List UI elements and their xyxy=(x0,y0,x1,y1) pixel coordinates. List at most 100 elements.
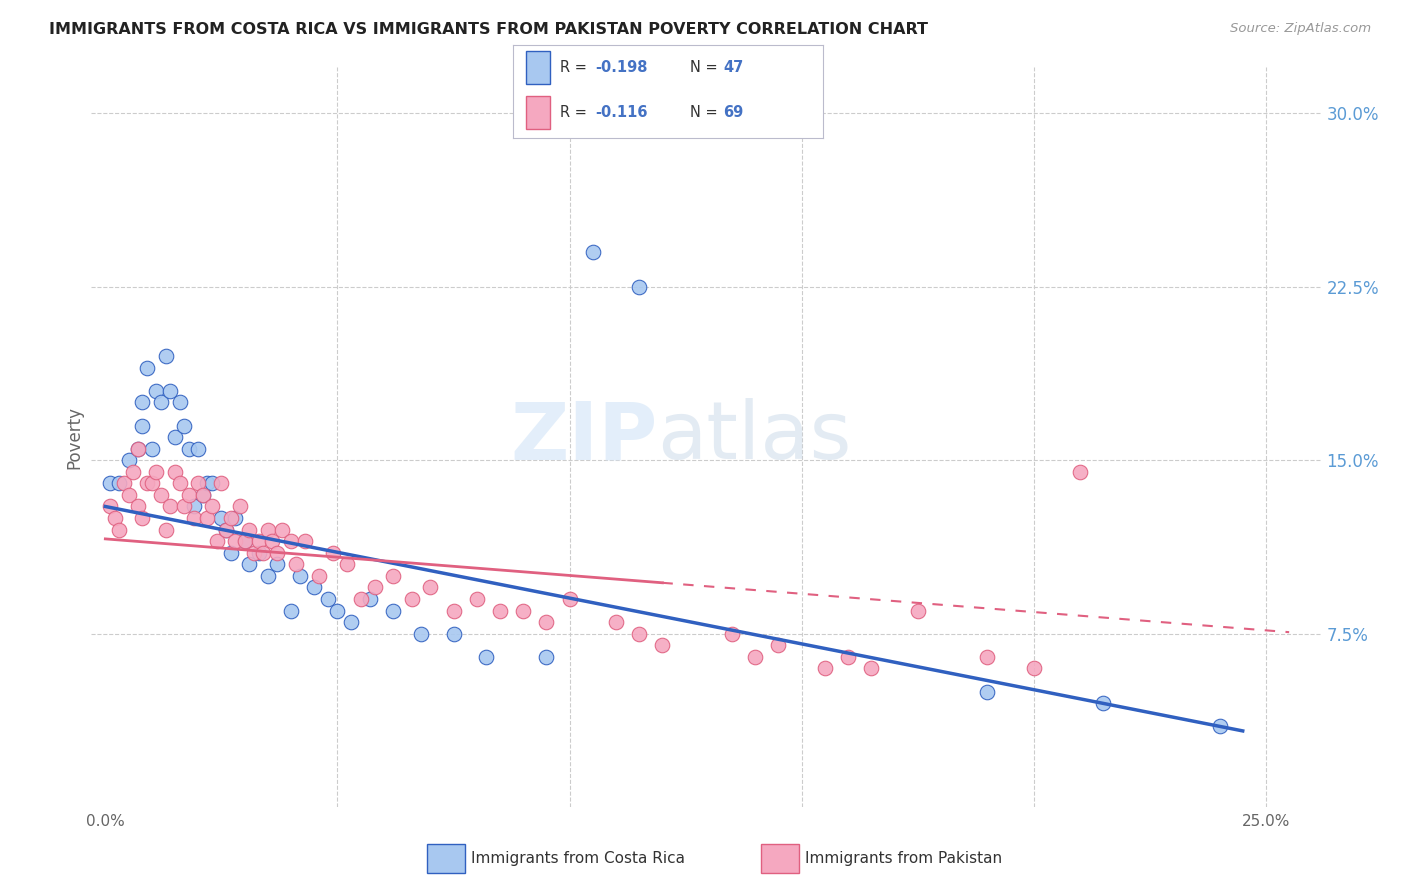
Point xyxy=(127,500,149,514)
Point xyxy=(308,569,330,583)
Point xyxy=(419,581,441,595)
Point xyxy=(177,488,200,502)
Point xyxy=(582,245,605,260)
Text: Immigrants from Costa Rica: Immigrants from Costa Rica xyxy=(471,851,685,866)
Text: IMMIGRANTS FROM COSTA RICA VS IMMIGRANTS FROM PAKISTAN POVERTY CORRELATION CHART: IMMIGRANTS FROM COSTA RICA VS IMMIGRANTS… xyxy=(49,22,928,37)
Point xyxy=(108,523,131,537)
Point xyxy=(768,638,790,652)
Point xyxy=(475,649,498,664)
Point xyxy=(266,546,288,560)
Point xyxy=(266,558,288,572)
Point xyxy=(209,476,232,491)
Point xyxy=(127,442,149,456)
Bar xyxy=(526,96,550,129)
Point xyxy=(290,569,312,583)
Point xyxy=(363,581,385,595)
Point xyxy=(169,476,191,491)
Point xyxy=(201,500,224,514)
Text: N =: N = xyxy=(689,60,721,75)
Point xyxy=(159,384,181,398)
Point xyxy=(536,615,558,630)
Point xyxy=(104,511,127,525)
Point xyxy=(215,523,238,537)
Point xyxy=(536,649,558,664)
Point xyxy=(336,558,359,572)
Y-axis label: Poverty: Poverty xyxy=(65,406,83,468)
Point xyxy=(976,684,998,698)
Point xyxy=(256,523,278,537)
Point xyxy=(131,395,153,409)
Text: -0.116: -0.116 xyxy=(595,105,648,120)
Point xyxy=(145,465,167,479)
Point xyxy=(209,511,232,525)
Point xyxy=(173,500,195,514)
Point xyxy=(359,592,381,607)
Point xyxy=(443,604,465,618)
Point xyxy=(155,523,177,537)
Point xyxy=(127,442,149,456)
Point xyxy=(744,649,766,664)
Point xyxy=(183,511,205,525)
Point xyxy=(136,476,159,491)
Point xyxy=(150,488,173,502)
Point xyxy=(628,279,651,293)
Text: 69: 69 xyxy=(724,105,744,120)
Point xyxy=(187,442,209,456)
Point xyxy=(169,395,191,409)
Bar xyxy=(427,844,464,873)
Point xyxy=(238,523,260,537)
Point xyxy=(270,523,292,537)
Point xyxy=(382,569,405,583)
Point xyxy=(233,534,256,549)
Point xyxy=(150,395,173,409)
Point xyxy=(256,569,278,583)
Point xyxy=(721,626,744,640)
Point xyxy=(280,604,302,618)
Text: R =: R = xyxy=(560,105,591,120)
Point xyxy=(136,360,159,375)
Point xyxy=(409,626,432,640)
Point xyxy=(215,523,238,537)
Point xyxy=(382,604,405,618)
Text: 47: 47 xyxy=(724,60,744,75)
Point xyxy=(907,604,929,618)
Point xyxy=(280,534,302,549)
Point xyxy=(98,500,121,514)
Point xyxy=(163,465,186,479)
Point xyxy=(117,453,139,467)
Point xyxy=(219,511,242,525)
Point xyxy=(837,649,859,664)
Point xyxy=(605,615,627,630)
Point xyxy=(443,626,465,640)
Point xyxy=(1092,696,1115,710)
Point xyxy=(247,534,270,549)
Point xyxy=(131,511,153,525)
Point xyxy=(201,476,224,491)
Point xyxy=(322,546,344,560)
Point xyxy=(197,511,219,525)
Bar xyxy=(526,51,550,84)
Point xyxy=(252,546,274,560)
Point xyxy=(173,418,195,433)
Point xyxy=(1208,719,1230,733)
Point xyxy=(145,384,167,398)
Point xyxy=(98,476,121,491)
Text: ZIP: ZIP xyxy=(510,398,657,476)
Point xyxy=(247,546,270,560)
Text: Immigrants from Pakistan: Immigrants from Pakistan xyxy=(806,851,1002,866)
Point xyxy=(205,534,228,549)
Point xyxy=(860,661,883,675)
Point xyxy=(340,615,363,630)
Point xyxy=(350,592,373,607)
Text: -0.198: -0.198 xyxy=(595,60,648,75)
Point xyxy=(1069,465,1091,479)
Point xyxy=(191,488,214,502)
Point xyxy=(976,649,998,664)
Text: N =: N = xyxy=(689,105,721,120)
Point xyxy=(558,592,581,607)
Point xyxy=(284,558,307,572)
Point xyxy=(243,546,266,560)
Point xyxy=(628,626,651,640)
Point xyxy=(187,476,209,491)
Point xyxy=(326,604,349,618)
